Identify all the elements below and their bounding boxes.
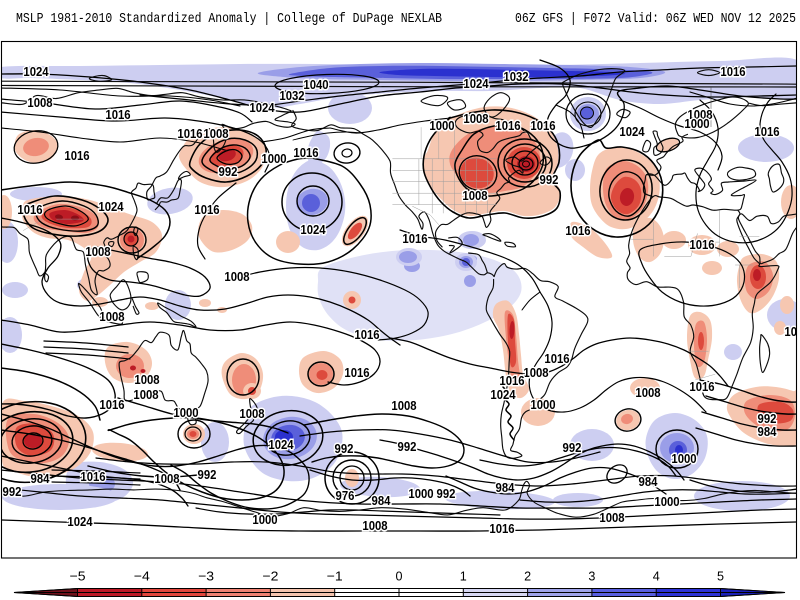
svg-text:1000: 1000 [684,116,709,131]
svg-text:4: 4 [653,569,660,584]
svg-text:1016: 1016 [495,118,520,133]
svg-text:976: 976 [336,488,355,503]
svg-text:1040: 1040 [303,77,328,92]
svg-text:1016: 1016 [17,202,42,217]
svg-text:1016: 1016 [177,126,202,141]
svg-text:992: 992 [540,172,559,187]
svg-text:1024: 1024 [249,100,275,115]
svg-text:1008: 1008 [85,244,110,259]
svg-text:1: 1 [460,569,467,584]
svg-text:1032: 1032 [503,69,528,84]
svg-text:1024: 1024 [490,387,516,402]
svg-text:1000: 1000 [173,405,198,420]
svg-text:992: 992 [335,441,354,456]
svg-text:992: 992 [437,486,456,501]
svg-text:1016: 1016 [689,237,714,252]
svg-text:1000: 1000 [671,451,696,466]
svg-text:1000: 1000 [408,486,433,501]
svg-text:1008: 1008 [391,398,416,413]
svg-text:1016: 1016 [754,124,779,139]
svg-text:1008: 1008 [27,95,52,110]
svg-text:1024: 1024 [268,437,294,452]
svg-text:1016: 1016 [784,324,800,339]
svg-text:1008: 1008 [687,107,712,122]
svg-text:1024: 1024 [463,76,489,91]
svg-text:−4: −4 [134,569,150,584]
svg-text:1016: 1016 [689,379,714,394]
svg-text:5: 5 [717,569,724,584]
svg-text:1008: 1008 [154,471,179,486]
svg-text:992: 992 [198,467,217,482]
svg-text:1016: 1016 [499,373,524,388]
svg-text:1024: 1024 [619,124,645,139]
svg-text:1016: 1016 [720,64,745,79]
svg-text:06Z GFS | F072 Valid: 06Z WED: 06Z GFS | F072 Valid: 06Z WED NOV 12 202… [515,11,796,27]
svg-text:1016: 1016 [105,107,130,122]
svg-text:984: 984 [496,480,516,495]
svg-text:1000: 1000 [252,512,277,527]
svg-text:−2: −2 [262,569,278,584]
svg-text:1008: 1008 [224,269,249,284]
svg-text:1000: 1000 [530,397,555,412]
svg-text:1024: 1024 [300,222,326,237]
svg-text:1008: 1008 [362,518,387,533]
svg-text:1016: 1016 [64,148,89,163]
svg-text:992: 992 [398,439,417,454]
svg-text:−3: −3 [198,569,214,584]
svg-text:1008: 1008 [599,510,624,525]
svg-text:992: 992 [219,164,238,179]
svg-text:1008: 1008 [203,126,228,141]
svg-text:1016: 1016 [530,118,555,133]
svg-text:0: 0 [396,569,403,584]
svg-text:1008: 1008 [462,188,487,203]
svg-text:1016: 1016 [402,231,427,246]
svg-text:1000: 1000 [261,151,286,166]
svg-text:MSLP 1981-2010 Standardized An: MSLP 1981-2010 Standardized Anomaly | Co… [16,11,442,27]
svg-text:992: 992 [3,484,22,499]
svg-text:3: 3 [588,569,595,584]
svg-text:992: 992 [758,411,777,426]
svg-text:1016: 1016 [354,327,379,342]
svg-text:1024: 1024 [67,514,93,529]
svg-text:1024: 1024 [98,199,124,214]
svg-text:1016: 1016 [544,351,569,366]
svg-text:1008: 1008 [99,309,124,324]
svg-text:1032: 1032 [279,88,304,103]
svg-text:1024: 1024 [23,64,49,79]
svg-text:1008: 1008 [239,406,264,421]
svg-text:984: 984 [758,424,778,439]
svg-text:−1: −1 [327,569,343,584]
svg-text:1008: 1008 [133,387,158,402]
svg-text:1016: 1016 [99,397,124,412]
svg-text:1016: 1016 [565,223,590,238]
svg-text:1008: 1008 [635,385,660,400]
svg-text:984: 984 [372,493,392,508]
svg-text:1000: 1000 [429,118,454,133]
svg-text:2: 2 [524,569,531,584]
svg-text:1008: 1008 [463,111,488,126]
svg-text:984: 984 [639,474,659,489]
svg-text:−5: −5 [70,569,86,584]
svg-text:984: 984 [31,471,51,486]
svg-text:1016: 1016 [344,365,369,380]
svg-text:992: 992 [563,440,582,455]
svg-text:1016: 1016 [80,469,105,484]
svg-text:1016: 1016 [293,145,318,160]
svg-text:1008: 1008 [134,372,159,387]
svg-text:1016: 1016 [194,202,219,217]
svg-text:1016: 1016 [489,521,514,536]
svg-text:1008: 1008 [523,365,548,380]
svg-text:1000: 1000 [654,494,679,509]
